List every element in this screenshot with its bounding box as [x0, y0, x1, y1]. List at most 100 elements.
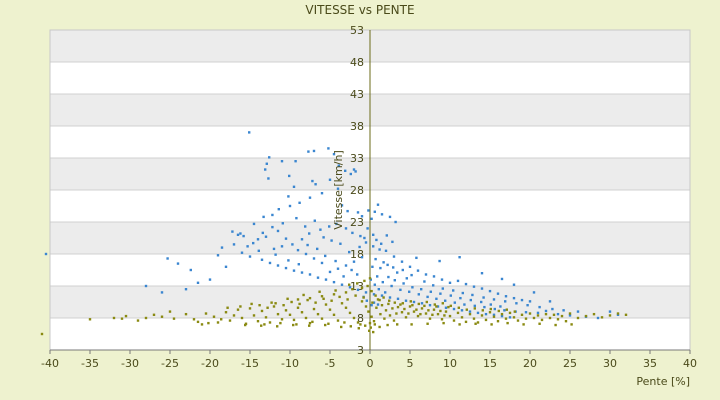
data-point	[349, 172, 352, 176]
data-point	[396, 305, 400, 309]
data-point	[44, 252, 48, 256]
data-point	[308, 196, 312, 199]
data-point	[112, 316, 116, 320]
data-point	[452, 289, 455, 292]
data-point	[524, 317, 528, 320]
data-point	[332, 280, 336, 284]
data-point	[363, 236, 366, 240]
data-point	[306, 243, 309, 247]
data-point	[160, 315, 164, 318]
data-point	[472, 285, 476, 288]
data-point	[120, 317, 124, 320]
data-point	[226, 306, 229, 309]
data-point	[408, 265, 412, 268]
data-point	[274, 302, 277, 305]
data-point	[216, 321, 220, 324]
data-point	[276, 229, 280, 233]
data-point	[320, 261, 324, 265]
data-point	[363, 279, 366, 283]
data-point	[391, 240, 394, 244]
data-point	[393, 301, 396, 304]
data-point	[313, 219, 316, 222]
data-point	[263, 323, 266, 326]
data-point	[376, 275, 379, 278]
data-point	[463, 303, 466, 306]
data-point	[340, 302, 344, 305]
data-point	[482, 296, 485, 299]
data-point	[334, 259, 337, 263]
data-point	[344, 264, 348, 267]
data-point	[262, 215, 265, 219]
data-point	[287, 195, 290, 198]
data-point	[370, 315, 373, 318]
data-point	[412, 310, 416, 313]
data-point	[271, 225, 274, 229]
data-point	[288, 174, 291, 178]
data-point	[480, 314, 484, 317]
data-point	[327, 147, 330, 150]
data-point	[224, 311, 228, 314]
data-point	[388, 296, 392, 299]
data-point	[344, 169, 347, 172]
data-point	[492, 315, 496, 318]
data-point	[433, 303, 436, 306]
data-point	[196, 281, 200, 284]
data-point	[340, 325, 343, 329]
data-point	[412, 300, 416, 304]
data-point	[220, 246, 224, 249]
y-tick-label: 23	[350, 216, 364, 229]
data-point	[408, 290, 411, 293]
data-point	[356, 273, 359, 276]
data-point	[391, 307, 394, 310]
data-point	[378, 325, 381, 329]
data-point	[284, 266, 288, 270]
data-point	[348, 286, 352, 289]
data-point	[409, 300, 412, 303]
data-point	[379, 266, 382, 270]
data-point	[268, 156, 271, 159]
data-point	[381, 280, 384, 284]
data-point	[339, 242, 342, 245]
series-1	[44, 131, 620, 320]
data-point	[312, 149, 316, 153]
data-point	[556, 318, 560, 321]
data-point	[513, 310, 516, 313]
data-point	[306, 298, 309, 302]
data-point	[426, 295, 429, 299]
data-point	[316, 312, 320, 316]
data-point	[536, 311, 540, 315]
data-point	[459, 296, 462, 300]
data-point	[284, 309, 288, 312]
data-point	[425, 300, 428, 304]
data-point	[427, 309, 430, 312]
data-point	[316, 276, 320, 279]
data-point	[384, 249, 388, 252]
data-point	[423, 304, 426, 308]
data-point	[420, 288, 423, 291]
data-point	[416, 314, 420, 318]
data-point	[394, 220, 397, 224]
y-tick-label: 8	[357, 312, 364, 325]
data-point	[368, 277, 372, 280]
data-point	[401, 302, 404, 305]
data-point	[359, 234, 362, 238]
data-point	[410, 323, 413, 326]
data-point	[232, 314, 236, 317]
data-point	[374, 257, 377, 261]
data-point	[314, 301, 317, 304]
data-point	[484, 318, 488, 322]
data-point	[489, 303, 492, 306]
data-point	[386, 263, 389, 267]
y-tick-label: 13	[350, 280, 364, 293]
data-point	[240, 316, 244, 320]
data-point	[390, 284, 393, 288]
data-point	[528, 300, 532, 303]
data-point	[332, 152, 336, 156]
data-point	[330, 299, 333, 302]
data-point	[356, 282, 359, 285]
data-point	[346, 209, 349, 213]
data-point	[436, 312, 440, 316]
data-point	[505, 308, 508, 311]
data-point	[371, 265, 374, 268]
